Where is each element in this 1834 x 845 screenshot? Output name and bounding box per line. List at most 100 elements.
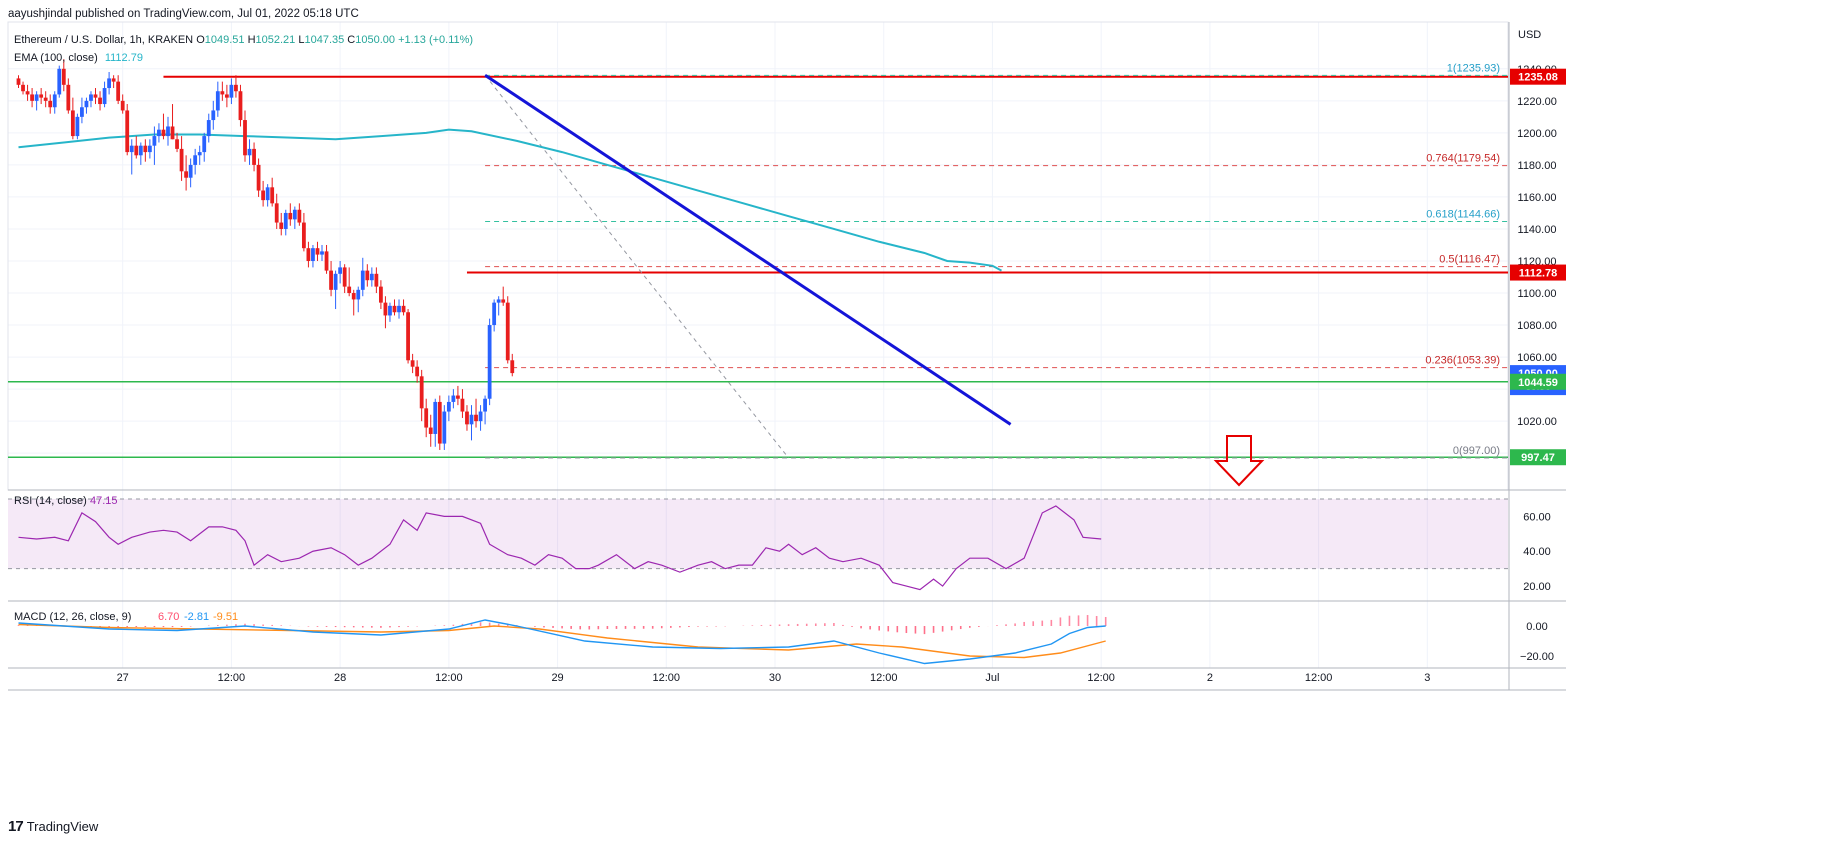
candle-body bbox=[98, 97, 102, 105]
candle bbox=[75, 113, 80, 140]
candle bbox=[215, 81, 220, 117]
price-badge-support-low-bg bbox=[1510, 449, 1566, 466]
candle-body bbox=[383, 302, 388, 316]
candle-body bbox=[347, 286, 352, 294]
candle-body bbox=[134, 145, 139, 156]
ema-value: 1112.79 bbox=[104, 52, 143, 64]
candle-body bbox=[324, 251, 329, 271]
footer-brand[interactable]: 17 TradingView bbox=[8, 818, 98, 835]
candle bbox=[333, 270, 338, 310]
candle-body bbox=[406, 312, 410, 361]
candle bbox=[388, 302, 392, 322]
rsi-tick-label: 40.00 bbox=[1523, 546, 1551, 558]
time-tick-label: 3 bbox=[1424, 672, 1430, 684]
candle bbox=[70, 97, 75, 140]
candle-body bbox=[39, 94, 44, 98]
candle bbox=[179, 136, 184, 181]
candle-body bbox=[93, 94, 98, 98]
price-badge-resistance-mid-bg bbox=[1510, 264, 1566, 281]
candle bbox=[383, 296, 388, 329]
candle bbox=[301, 212, 306, 252]
candle bbox=[460, 389, 465, 418]
candle-body bbox=[157, 129, 161, 137]
candle bbox=[360, 257, 365, 297]
price-tick-label: 1100.00 bbox=[1518, 288, 1557, 300]
candle bbox=[170, 104, 175, 140]
time-tick-label: Jul bbox=[985, 672, 999, 684]
candle-body bbox=[66, 84, 71, 111]
candle-body bbox=[21, 84, 25, 92]
candle bbox=[224, 84, 229, 108]
candle bbox=[283, 209, 288, 236]
candle-body bbox=[428, 427, 433, 434]
rsi-value: 47.15 bbox=[90, 495, 118, 507]
candle-body bbox=[252, 148, 256, 165]
axes: USD1000.001020.001040.001060.001080.0011… bbox=[117, 29, 1566, 684]
candle bbox=[415, 360, 420, 383]
candle bbox=[247, 139, 252, 165]
bearish-trendline bbox=[484, 73, 1012, 426]
candle-body bbox=[80, 107, 84, 117]
candle-body bbox=[356, 289, 361, 300]
price-badge-support-low: 997.47 bbox=[1521, 452, 1555, 464]
candle-body bbox=[311, 248, 315, 261]
candle-body bbox=[215, 91, 220, 111]
candle-body bbox=[297, 209, 302, 223]
candle-body bbox=[243, 120, 247, 156]
candle bbox=[428, 414, 433, 447]
candle-body bbox=[292, 209, 297, 220]
rsi-pane: RSI (14, close) 47.15 20.00 40.00 60.00 bbox=[8, 495, 1551, 593]
candle-body bbox=[274, 203, 279, 223]
candle-body bbox=[238, 91, 243, 121]
candle bbox=[66, 78, 71, 114]
candle bbox=[297, 203, 302, 226]
candle bbox=[274, 193, 279, 229]
candle bbox=[43, 91, 48, 108]
ema-line bbox=[18, 128, 1002, 272]
candle-body bbox=[505, 302, 510, 361]
candle-body bbox=[451, 395, 456, 402]
candle-body bbox=[111, 78, 116, 82]
candle bbox=[188, 158, 193, 188]
panel-frames bbox=[7, 21, 1566, 691]
candle-body bbox=[179, 148, 184, 172]
candle-body bbox=[234, 84, 238, 92]
legend-ohlc-key: O bbox=[196, 34, 205, 46]
candle-body bbox=[125, 110, 130, 153]
candle bbox=[351, 289, 356, 316]
candle-body bbox=[365, 270, 370, 281]
candle bbox=[80, 97, 84, 124]
tradingview-logo-icon: 17 bbox=[8, 818, 24, 835]
candle bbox=[437, 395, 442, 450]
candle bbox=[433, 398, 438, 447]
publisher-line: aayushjindal published on TradingView.co… bbox=[8, 8, 359, 20]
macd-tick-label: 0.00 bbox=[1526, 621, 1547, 633]
candle-body bbox=[333, 273, 338, 290]
price-tick-label: 1020.00 bbox=[1517, 416, 1557, 428]
candle-body bbox=[220, 91, 225, 95]
candle-body bbox=[301, 222, 306, 249]
candle bbox=[120, 94, 125, 114]
candle bbox=[34, 91, 39, 111]
candle bbox=[446, 395, 451, 422]
candle bbox=[342, 264, 347, 294]
candle bbox=[252, 142, 256, 172]
candle bbox=[369, 267, 374, 287]
candle-body bbox=[184, 171, 189, 178]
candle bbox=[315, 241, 320, 261]
candle bbox=[48, 94, 53, 114]
candle-body bbox=[120, 100, 125, 111]
candle bbox=[229, 78, 234, 105]
candle bbox=[356, 286, 361, 313]
time-tick-label: 12:00 bbox=[218, 672, 246, 684]
candle-body bbox=[166, 126, 170, 137]
candle bbox=[419, 369, 424, 422]
fib-level-label: 0.236(1053.39) bbox=[1425, 355, 1500, 367]
candle-body bbox=[247, 148, 252, 156]
price-tick-label: 1060.00 bbox=[1517, 352, 1557, 364]
candle bbox=[379, 280, 383, 310]
candle bbox=[256, 158, 261, 197]
candle bbox=[478, 405, 483, 431]
candle bbox=[324, 244, 329, 274]
time-tick-label: 29 bbox=[551, 672, 563, 684]
